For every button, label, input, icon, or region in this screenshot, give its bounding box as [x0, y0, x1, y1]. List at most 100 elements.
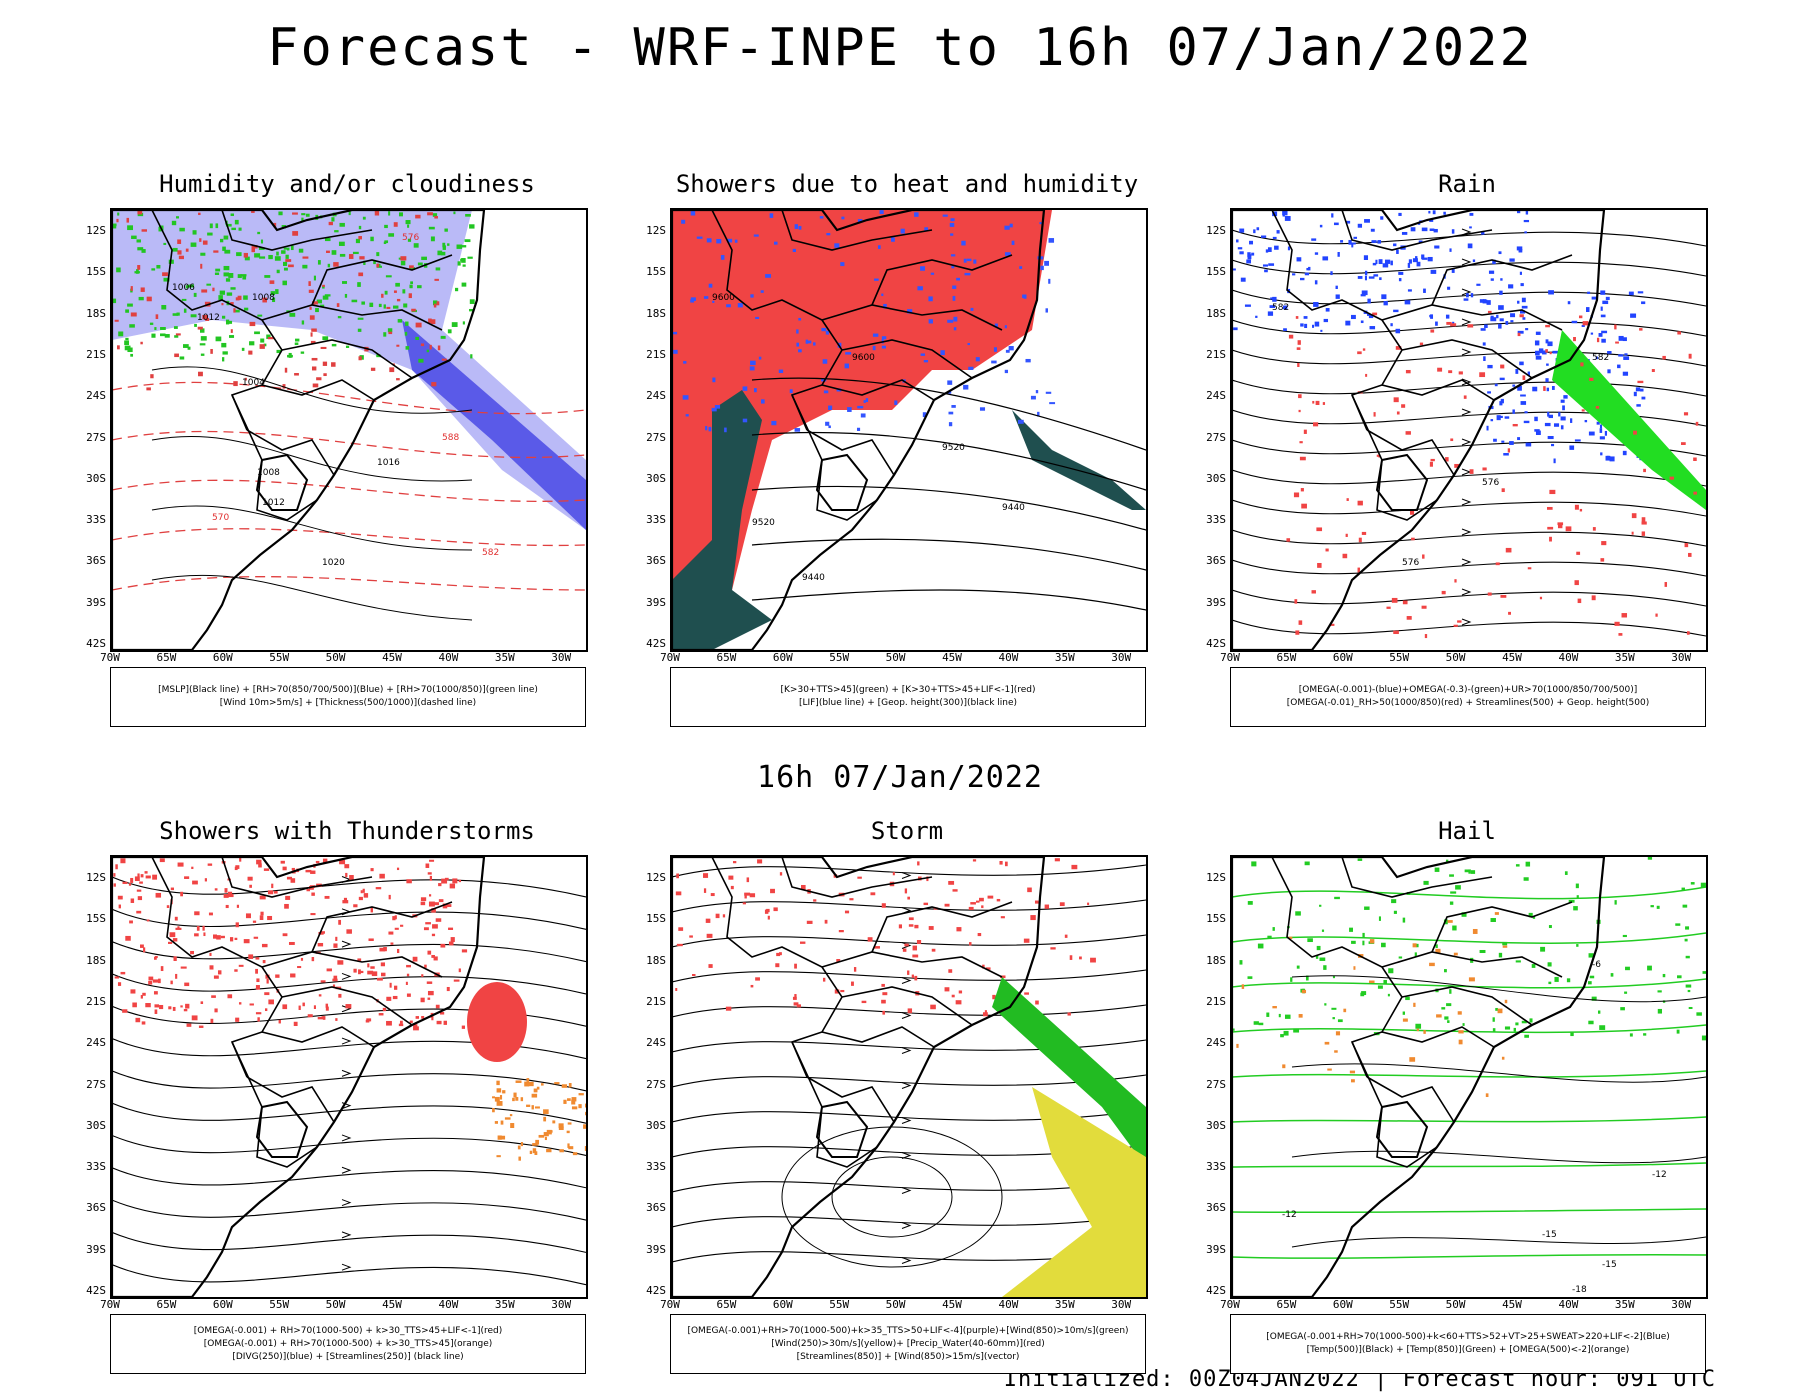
panel-title: Hail: [1438, 817, 1496, 845]
legend-line: [Temp(500)](Black) + [Temp(850)](Green) …: [1306, 1345, 1630, 1355]
lat-tick-label: 18S: [86, 953, 106, 967]
lat-tick-label: 15S: [86, 912, 106, 926]
lon-tick-label: 60W: [1332, 651, 1353, 664]
lon-tick-label: 70W: [100, 651, 120, 664]
lat-tick-label: 30S: [86, 1118, 106, 1132]
lon-tick-label: 45W: [382, 1298, 402, 1311]
lat-tick-label: 12S: [86, 871, 106, 884]
forecast-map: [110, 855, 588, 1299]
lat-tick-label: 18S: [1206, 306, 1226, 320]
lat-tick-label: 21S: [1206, 347, 1226, 361]
legend-line: [Wind 10m>5m/s] + [Thickness(500/1000)](…: [219, 698, 477, 708]
lon-tick-label: 30W: [551, 1298, 572, 1311]
lat-tick-label: 36S: [1206, 1201, 1226, 1215]
contour-label: 570: [212, 513, 229, 523]
lat-tick-label: 30S: [646, 1118, 666, 1132]
lon-tick-label: 50W: [325, 651, 346, 664]
panel-title: Humidity and/or cloudiness: [159, 170, 535, 198]
panel-legend: [OMEGA(-0.001) + RH>70(1000-500) + k>30_…: [110, 1314, 586, 1374]
panel-legend: [OMEGA(-0.001)-(blue)+OMEGA(-0.3)-(green…: [1230, 667, 1706, 727]
lat-tick-label: 21S: [86, 347, 106, 361]
legend-line: [OMEGA(-0.001) + RH>70(1000-500) + k>30_…: [203, 1338, 493, 1349]
contour-label: 1006: [172, 283, 195, 293]
lat-tick-label: 42S: [86, 637, 106, 650]
lat-tick-label: 36S: [646, 554, 666, 568]
lon-tick-label: 55W: [829, 651, 850, 664]
lat-tick-label: 12S: [1206, 224, 1226, 237]
lon-tick-label: 70W: [1220, 1298, 1240, 1311]
lat-tick-label: 18S: [646, 306, 666, 320]
legend-line: [OMEGA(-0.01)_RH>50(1000/850)(red) + Str…: [1286, 698, 1650, 708]
legend-line: [OMEGA(-0.001)+RH>70(1000-500)+k>35_TTS>…: [687, 1325, 1129, 1336]
legend-line: [Wind(250)>30m/s](yellow)+ [Precip_Water…: [771, 1338, 1045, 1349]
lat-tick-label: 27S: [1206, 430, 1226, 444]
lat-tick-label: 30S: [1206, 471, 1226, 485]
lon-tick-label: 45W: [382, 651, 402, 664]
forecast-time-label: 16h 07/Jan/2022: [757, 760, 1043, 795]
legend-line: [DIVG(250)](blue) + [Streamlines(250)] (…: [232, 1351, 464, 1362]
lat-tick-label: 27S: [1206, 1077, 1226, 1091]
lon-tick-label: 40W: [1558, 1298, 1579, 1311]
legend-line: [Streamlines(850)] + [Wind(850)>15m/s](v…: [796, 1351, 1020, 1362]
map-canvas: 582 582 576 576: [1232, 210, 1706, 650]
lon-tick-label: 50W: [885, 651, 906, 664]
panel-legend: [OMEGA(-0.001)+RH>70(1000-500)+k>35_TTS>…: [670, 1314, 1146, 1374]
contour-label: 1016: [377, 458, 400, 468]
contour-label: 1012: [262, 498, 285, 508]
map-canvas: [672, 857, 1146, 1297]
panel-title: Showers due to heat and humidity: [675, 170, 1139, 198]
lon-tick-label: 40W: [998, 1298, 1019, 1311]
lon-tick-label: 55W: [829, 1298, 850, 1311]
lon-tick-label: 50W: [1445, 651, 1466, 664]
lat-tick-label: 21S: [1206, 994, 1226, 1008]
lat-tick-label: 24S: [86, 1036, 106, 1050]
lat-tick-label: 42S: [646, 1284, 666, 1297]
lat-tick-label: 36S: [646, 1201, 666, 1215]
lat-tick-label: 33S: [646, 513, 666, 527]
lat-tick-label: 15S: [646, 265, 666, 279]
lat-tick-label: 15S: [1206, 912, 1226, 926]
lat-tick-label: 39S: [646, 1242, 666, 1256]
lon-tick-label: 30W: [1671, 1298, 1692, 1311]
lon-tick-label: 40W: [438, 651, 459, 664]
lon-tick-label: 60W: [772, 651, 793, 664]
lat-tick-label: 15S: [86, 265, 106, 279]
forecast-map: -6 -12 -15 -15 -18 -12: [1230, 855, 1708, 1299]
legend-line: [OMEGA(-0.001) + RH>70(1000-500) + k>30_…: [193, 1325, 503, 1336]
lon-tick-label: 40W: [438, 1298, 459, 1311]
contour-label: 1020: [322, 558, 345, 568]
lat-tick-label: 12S: [646, 871, 666, 884]
lat-tick-label: 24S: [646, 1036, 666, 1050]
lon-tick-label: 55W: [1389, 651, 1410, 664]
lat-tick-label: 27S: [86, 430, 106, 444]
contour-label: 1008: [252, 293, 275, 303]
map-canvas: -6 -12 -15 -15 -18 -12: [1232, 857, 1706, 1297]
lat-tick-label: 30S: [86, 471, 106, 485]
lon-tick-label: 50W: [325, 1298, 346, 1311]
map-canvas: [112, 857, 586, 1297]
lon-tick-label: 70W: [660, 1298, 680, 1311]
lat-tick-label: 33S: [646, 1160, 666, 1174]
lon-tick-label: 60W: [772, 1298, 793, 1311]
panel-title: Rain: [1438, 170, 1496, 198]
contour-label: -12: [1282, 1210, 1297, 1220]
lon-tick-label: 35W: [494, 1298, 515, 1311]
contour-label: 9440: [1002, 503, 1025, 513]
contour-label: 576: [1482, 478, 1499, 488]
contour-label: 576: [1402, 558, 1419, 568]
lat-tick-label: 24S: [1206, 389, 1226, 403]
lon-tick-label: 40W: [1558, 651, 1579, 664]
contour-label: 576: [402, 233, 419, 243]
lat-tick-label: 42S: [646, 637, 666, 650]
lon-tick-label: 55W: [1389, 1298, 1410, 1311]
lon-tick-label: 30W: [1671, 651, 1692, 664]
lon-tick-label: 30W: [1111, 651, 1132, 664]
lon-tick-label: 65W: [156, 651, 177, 664]
contour-label: 582: [1272, 303, 1289, 313]
lat-tick-label: 21S: [646, 347, 666, 361]
contour-label: 9440: [802, 573, 825, 583]
lat-tick-label: 39S: [1206, 1242, 1226, 1256]
lon-tick-label: 65W: [156, 1298, 177, 1311]
legend-line: [K>30+TTS>45](green) + [K>30+TTS>45+LIF<…: [780, 685, 1036, 695]
lon-tick-label: 60W: [1332, 1298, 1353, 1311]
